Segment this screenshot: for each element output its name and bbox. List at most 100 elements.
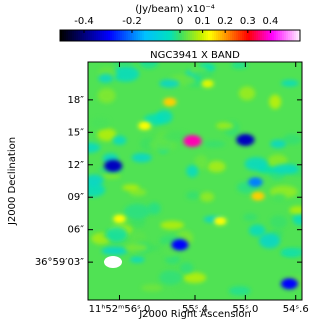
noise [139,62,159,69]
colorbar-cell [154,30,157,41]
noise [200,192,215,202]
colorbar-cell [252,30,255,41]
colorbar-cell [124,30,127,41]
source-core [241,136,250,143]
beam [104,256,122,268]
colorbar-cell [78,30,81,41]
source-core [166,99,173,105]
colorbar-cell [236,30,239,41]
colorbar-tick-label: 0.3 [240,16,256,27]
noise [175,284,191,295]
colorbar-cell [120,30,123,41]
colorbar-cell [188,30,191,41]
chart-title: NGC3941 X BAND [150,50,240,61]
colorbar-cell [172,30,175,41]
source-core [116,216,123,221]
colorbar-cell [174,30,177,41]
colorbar-cell [130,30,133,41]
colorbar-cell [132,30,135,41]
colorbar-cell [204,30,207,41]
colorbar-cell [218,30,221,41]
noise [270,139,287,149]
noise [292,212,302,226]
colorbar-cell [64,30,67,41]
noise [112,62,135,66]
colorbar-cell [148,30,151,41]
colorbar-cell [68,30,71,41]
noise [179,262,194,274]
colorbar-cell [116,30,119,41]
colorbar-cell [272,30,275,41]
colorbar-cell [230,30,233,41]
y-tick-label: 09″ [68,192,85,203]
colorbar-cell [184,30,187,41]
colorbar-cell [222,30,225,41]
colorbar-cell [216,30,219,41]
colorbar-cell [264,30,267,41]
colorbar-cell [202,30,205,41]
noise [289,205,302,215]
source-core [109,162,118,169]
noise [183,272,207,284]
colorbar-cell [102,30,105,41]
noise [272,193,287,202]
colorbar-cell [182,30,185,41]
colorbar-tick-label: 0 [177,16,183,27]
colorbar-cell [290,30,293,41]
noise [105,226,128,243]
noise [159,270,183,285]
noise [244,157,268,171]
x-axis-label: J2000 Right Ascension [138,309,251,320]
colorbar-cell [92,30,95,41]
x-tick-label: 55ˢ.0 [232,304,258,315]
noise [281,79,299,87]
colorbar-cell [226,30,229,41]
colorbar-cell [76,30,79,41]
noise [129,256,145,263]
colorbar-cell [250,30,253,41]
noise [112,66,140,82]
colorbar-cell [192,30,195,41]
x-tick-label: 11ʰ52ᵐ56ˢ.0 [89,304,151,315]
colorbar-cell [164,30,167,41]
colorbar-cell [176,30,179,41]
colorbar-cell [142,30,145,41]
noise [248,224,266,237]
colorbar-cell [112,30,115,41]
colorbar-cell [278,30,281,41]
colorbar-cell [80,30,83,41]
colorbar-cell [262,30,265,41]
source-core [217,219,223,224]
colorbar-cell [242,30,245,41]
colorbar-cell [98,30,101,41]
colorbar-cell [292,30,295,41]
colorbar-cell [294,30,297,41]
noise [90,117,111,129]
colorbar-cell [156,30,159,41]
colorbar-cell [276,30,279,41]
noise [129,230,147,246]
colorbar-cell [198,30,201,41]
source-core [141,123,148,128]
colorbar-cell [238,30,241,41]
source-core [255,194,261,199]
colorbar-cell [200,30,203,41]
colorbar-cell [166,30,169,41]
noise [258,233,281,249]
colorbar-cell [104,30,107,41]
noise [215,122,234,130]
colorbar-cell [136,30,139,41]
noise [101,246,128,256]
source-core [204,81,211,86]
colorbar-tick-label: 0.2 [217,16,233,27]
noise [88,174,104,187]
colorbar-cell [108,30,111,41]
colorbar-cell [244,30,247,41]
colorbar-cell [70,30,73,41]
colorbar-cell [146,30,149,41]
y-tick-label: 12″ [68,160,85,171]
colorbar-tick-label: 0.4 [262,16,278,27]
colorbar-cell [114,30,117,41]
y-tick-label: 18″ [68,95,85,106]
noise [231,62,248,69]
